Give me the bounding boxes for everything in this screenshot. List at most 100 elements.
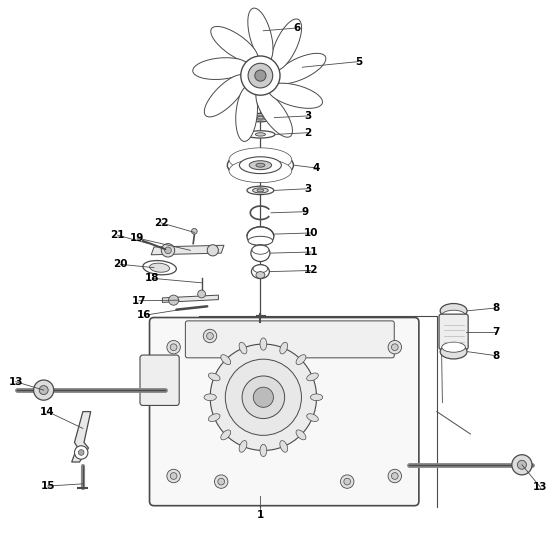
Ellipse shape: [253, 265, 268, 273]
Ellipse shape: [204, 74, 246, 117]
Circle shape: [34, 380, 54, 400]
Ellipse shape: [193, 58, 249, 80]
Circle shape: [207, 333, 213, 339]
Ellipse shape: [221, 354, 231, 365]
Text: 13: 13: [8, 377, 23, 387]
Circle shape: [512, 455, 532, 475]
Circle shape: [203, 329, 217, 343]
Ellipse shape: [253, 188, 268, 193]
Ellipse shape: [296, 354, 306, 365]
Ellipse shape: [254, 29, 267, 34]
Ellipse shape: [247, 227, 274, 246]
FancyBboxPatch shape: [140, 355, 179, 405]
Ellipse shape: [296, 430, 306, 440]
Circle shape: [167, 340, 180, 354]
Ellipse shape: [442, 310, 465, 320]
Ellipse shape: [247, 114, 274, 122]
Circle shape: [248, 63, 273, 88]
Ellipse shape: [258, 30, 263, 32]
Text: 6: 6: [293, 23, 300, 33]
Ellipse shape: [251, 245, 270, 262]
Ellipse shape: [256, 164, 265, 167]
FancyBboxPatch shape: [150, 318, 419, 506]
Ellipse shape: [150, 263, 170, 272]
Text: 16: 16: [137, 310, 152, 320]
Ellipse shape: [255, 133, 265, 136]
Ellipse shape: [221, 430, 231, 440]
Ellipse shape: [260, 338, 267, 350]
Ellipse shape: [251, 265, 269, 279]
Ellipse shape: [440, 304, 467, 318]
Ellipse shape: [253, 115, 268, 120]
Ellipse shape: [256, 272, 265, 278]
Circle shape: [198, 290, 206, 298]
Ellipse shape: [229, 148, 292, 171]
Text: 5: 5: [355, 57, 362, 67]
Polygon shape: [151, 245, 224, 255]
Ellipse shape: [211, 26, 258, 63]
Circle shape: [74, 446, 88, 459]
Circle shape: [170, 473, 177, 479]
Ellipse shape: [248, 236, 273, 245]
Circle shape: [388, 469, 402, 483]
Circle shape: [165, 247, 171, 254]
FancyBboxPatch shape: [439, 314, 468, 349]
Ellipse shape: [248, 8, 273, 63]
Ellipse shape: [256, 90, 292, 137]
Text: 21: 21: [110, 230, 125, 240]
Circle shape: [517, 460, 526, 469]
Text: 11: 11: [304, 247, 318, 257]
Circle shape: [218, 478, 225, 485]
Text: 1: 1: [257, 510, 264, 520]
Text: 2: 2: [305, 128, 311, 138]
Circle shape: [253, 387, 273, 407]
Ellipse shape: [249, 161, 272, 170]
Circle shape: [169, 295, 179, 305]
Circle shape: [167, 469, 180, 483]
Text: 15: 15: [40, 481, 55, 491]
Circle shape: [214, 475, 228, 488]
Text: 22: 22: [154, 218, 169, 228]
Text: 19: 19: [130, 233, 144, 243]
Text: 8: 8: [492, 351, 499, 361]
FancyBboxPatch shape: [185, 321, 394, 358]
Circle shape: [207, 245, 218, 256]
Circle shape: [161, 244, 175, 257]
Ellipse shape: [143, 260, 176, 275]
Circle shape: [255, 70, 266, 81]
Ellipse shape: [307, 414, 318, 422]
Ellipse shape: [204, 394, 216, 400]
Ellipse shape: [280, 441, 288, 452]
Text: 7: 7: [492, 326, 500, 337]
Ellipse shape: [260, 444, 267, 456]
Text: 18: 18: [145, 273, 160, 283]
Ellipse shape: [208, 373, 220, 381]
Circle shape: [210, 344, 316, 450]
Text: 20: 20: [113, 259, 128, 269]
Circle shape: [391, 344, 398, 351]
Ellipse shape: [229, 159, 292, 183]
Text: 12: 12: [304, 265, 318, 276]
Ellipse shape: [440, 344, 467, 359]
Ellipse shape: [246, 131, 275, 138]
Text: 9: 9: [302, 207, 309, 217]
Ellipse shape: [247, 186, 274, 195]
Ellipse shape: [280, 342, 288, 354]
Text: 14: 14: [40, 407, 55, 417]
Ellipse shape: [257, 189, 264, 192]
Ellipse shape: [274, 53, 326, 84]
Text: 8: 8: [492, 303, 499, 313]
Ellipse shape: [239, 342, 247, 354]
Ellipse shape: [271, 19, 302, 71]
Ellipse shape: [442, 342, 465, 352]
Circle shape: [170, 344, 177, 351]
Ellipse shape: [208, 414, 220, 422]
Text: 4: 4: [312, 163, 320, 173]
Circle shape: [225, 359, 301, 435]
Ellipse shape: [236, 86, 258, 141]
Circle shape: [340, 475, 354, 488]
Ellipse shape: [257, 116, 264, 119]
Text: 13: 13: [533, 482, 548, 492]
Text: 3: 3: [305, 111, 311, 121]
Circle shape: [39, 386, 48, 395]
